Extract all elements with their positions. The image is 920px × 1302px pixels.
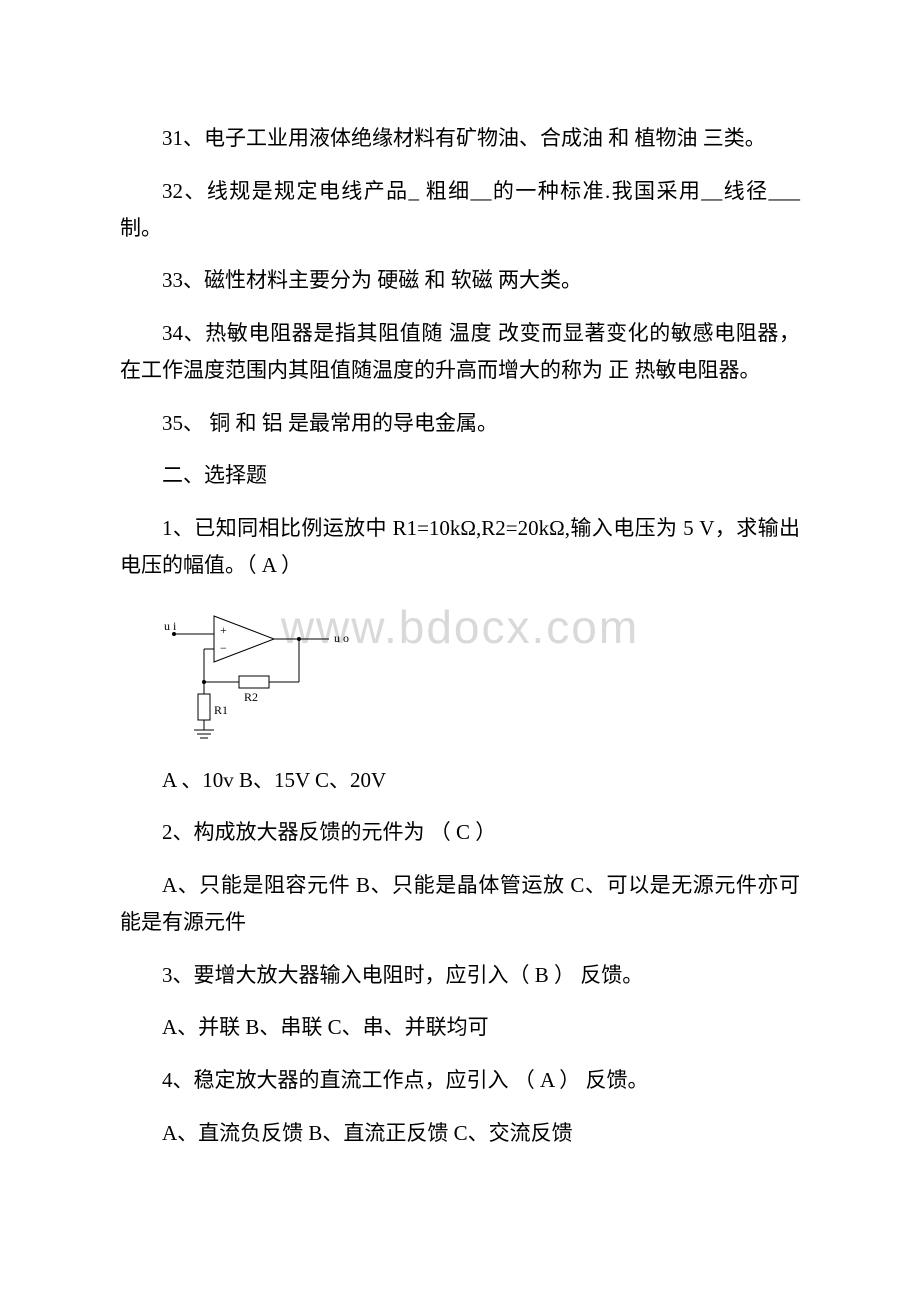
- circuit-svg: + − u i u o: [164, 604, 354, 744]
- fill-q31: 31、电子工业用液体绝缘材料有矿物油、合成油 和 植物油 三类。: [120, 120, 800, 157]
- fill-q33: 33、磁性材料主要分为 硬磁 和 软磁 两大类。: [120, 262, 800, 299]
- document-body: 31、电子工业用液体绝缘材料有矿物油、合成油 和 植物油 三类。 32、线规是规…: [120, 120, 800, 1152]
- opamp-circuit-diagram: + − u i u o: [164, 604, 800, 744]
- label-r1: R1: [214, 703, 228, 717]
- mc-q4-opts: A、直流负反馈 B、直流正反馈 C、交流反馈: [120, 1115, 800, 1152]
- section-2-heading: 二、选择题: [120, 457, 800, 494]
- fill-q35: 35、 铜 和 铝 是最常用的导电金属。: [120, 405, 800, 442]
- fill-q34: 34、热敏电阻器是指其阻值随 温度 改变而显著变化的敏感电阻器，在工作温度范围内…: [120, 315, 800, 389]
- mc-q4-stem: 4、稳定放大器的直流工作点，应引入 （ A ） 反馈。: [120, 1062, 800, 1099]
- label-ui: u i: [164, 619, 177, 633]
- fill-q32: 32、线规是规定电线产品_ 粗细__的一种标准.我国采用__线径___制。: [120, 173, 800, 247]
- label-r2: R2: [244, 690, 258, 704]
- mc-q2-opts: A、只能是阻容元件 B、只能是晶体管运放 C、可以是无源元件亦可能是有源元件: [120, 867, 800, 941]
- mc-q1-stem: 1、已知同相比例运放中 R1=10kΩ,R2=20kΩ,输入电压为 5 V，求输…: [120, 510, 800, 584]
- mc-q3-opts: A、并联 B、串联 C、串、并联均可: [120, 1009, 800, 1046]
- opamp-minus: −: [220, 641, 227, 655]
- opamp-plus: +: [220, 623, 227, 637]
- mc-q3-stem: 3、要增大放大器输入电阻时，应引入（ B ） 反馈。: [120, 957, 800, 994]
- mc-q2-stem: 2、构成放大器反馈的元件为 （ C ）: [120, 814, 800, 851]
- mc-q1-opts: A 、10v B、15V C、20V: [120, 762, 800, 799]
- label-uo: u o: [334, 631, 349, 645]
